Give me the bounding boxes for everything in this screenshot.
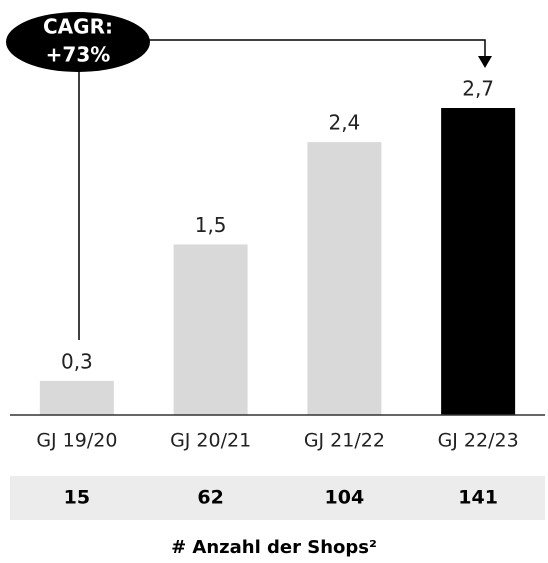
x-tick-label: GJ 20/21: [170, 430, 251, 452]
cagr-bubble: [6, 12, 150, 72]
annotation-text: +73%: [46, 43, 111, 67]
x-tick-label: GJ 22/23: [438, 430, 519, 452]
bar: [39, 380, 114, 415]
table-band: [10, 476, 545, 520]
arrow-head: [478, 56, 492, 68]
x-tick-label: GJ 21/22: [304, 430, 385, 452]
annotation-text: CAGR:: [43, 15, 113, 39]
value-label: 2,4: [328, 111, 360, 135]
bar: [173, 244, 248, 415]
table-value: 62: [197, 487, 223, 509]
x-tick-label: GJ 19/20: [36, 430, 117, 452]
bar: [307, 142, 382, 415]
bar: [441, 108, 516, 415]
value-label: 0,3: [61, 349, 93, 373]
table-value: 15: [64, 487, 90, 509]
table-value: 141: [458, 487, 498, 509]
annotation-arrow: [140, 39, 486, 58]
value-label: 2,7: [462, 77, 494, 101]
table-value: 104: [325, 487, 365, 509]
value-label: 1,5: [195, 213, 227, 237]
table-label: # Anzahl der Shops²: [171, 537, 377, 558]
